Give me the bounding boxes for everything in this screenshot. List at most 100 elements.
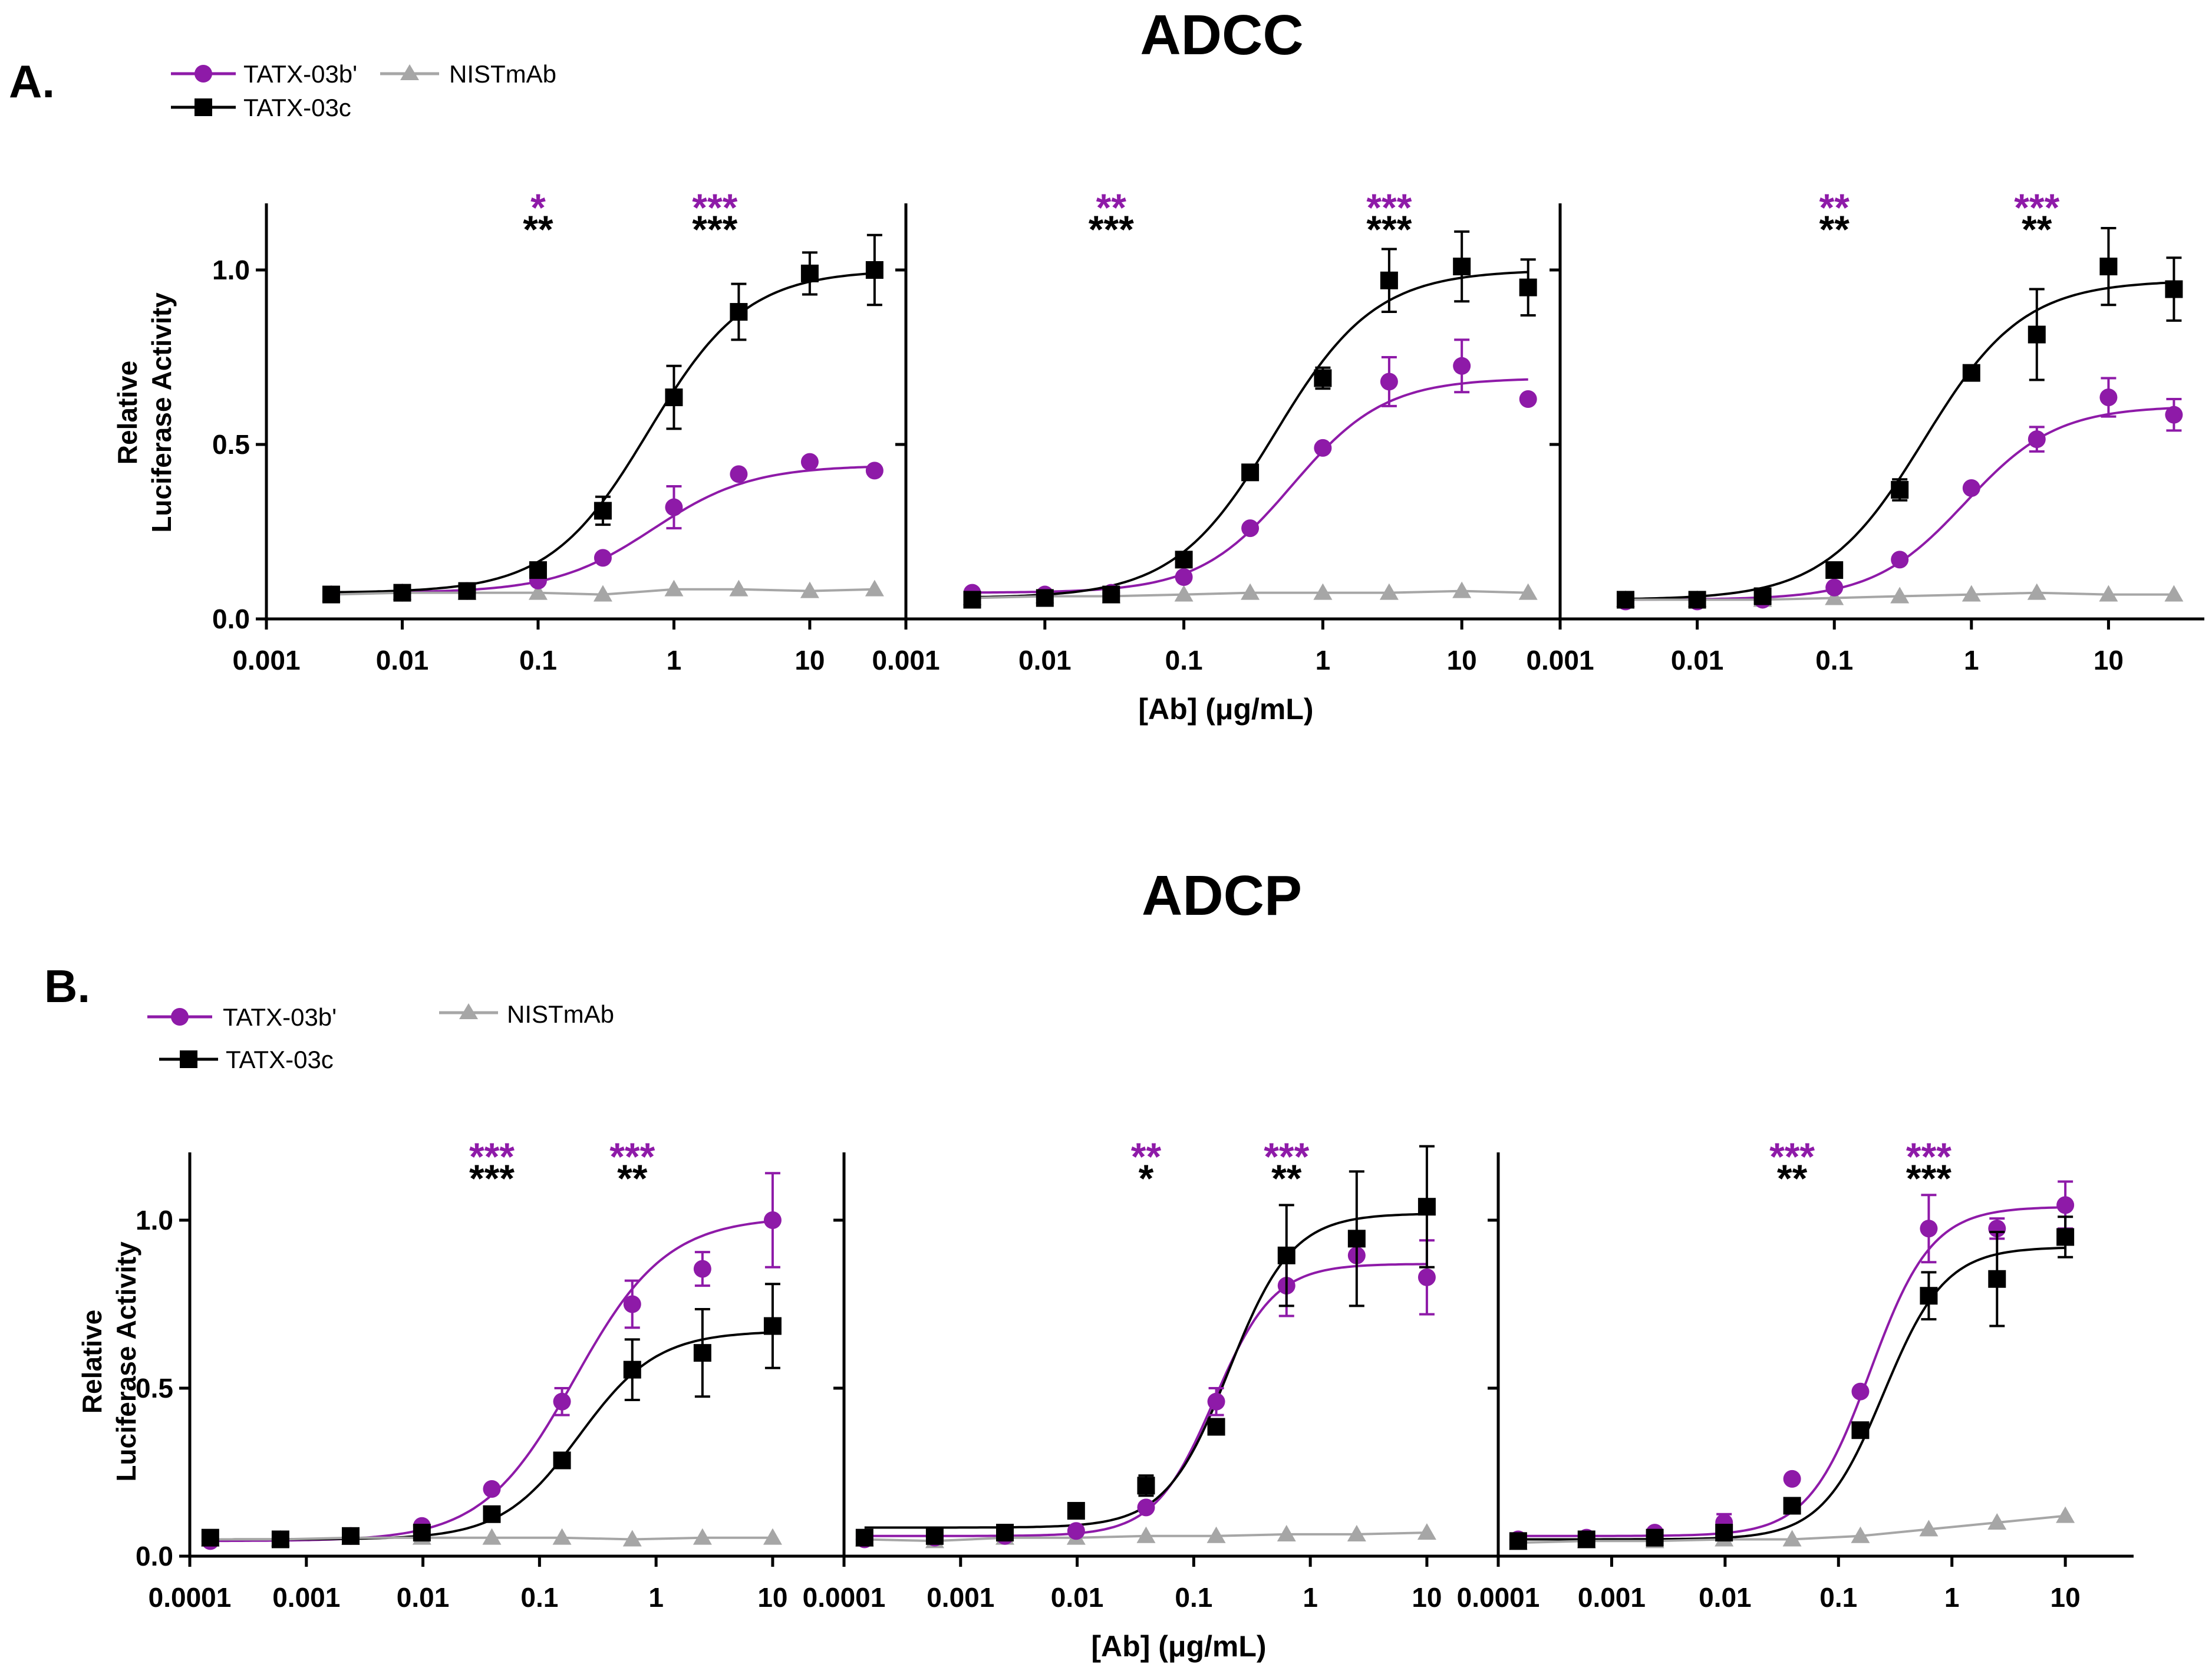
pb1-point-nistmab <box>552 1528 572 1545</box>
pb2-x-tick-label: 0.1 <box>1175 1582 1212 1613</box>
pb1-point-tatx-03b <box>553 1392 571 1411</box>
pb2-point-tatx-03c <box>1207 1418 1225 1436</box>
pb2-point-tatx-03c <box>1417 1198 1436 1216</box>
legend-a-label-s2: TATX-03c <box>243 94 351 121</box>
pb3-significance-purple: *** <box>1769 1135 1815 1178</box>
pa3-point-tatx-03b <box>2099 388 2118 407</box>
pa3-point-tatx-03b <box>1891 551 1909 569</box>
pa1-x-tick-label: 0.1 <box>519 645 557 676</box>
pb1-significance-purple: *** <box>609 1135 655 1178</box>
pa1-x-tick-label: 10 <box>795 645 825 676</box>
pb3-point-tatx-03b <box>2056 1196 2075 1214</box>
pa3-point-nistmab <box>2099 585 2118 602</box>
pb2-point-tatx-03b <box>1207 1392 1225 1411</box>
pa3-x-tick-label: 0.01 <box>1671 645 1724 676</box>
pa2-point-tatx-03b <box>1175 568 1193 586</box>
y-axis-label-b-line1: Relative <box>77 1310 107 1414</box>
pb2-point-nistmab <box>1417 1523 1436 1540</box>
pa2-x-tick-label: 1 <box>1316 645 1331 676</box>
pb3-x-tick-label: 1 <box>1944 1582 1960 1613</box>
pb1-x-tick-label: 10 <box>757 1582 787 1613</box>
pb3-point-tatx-03c <box>1783 1497 1801 1515</box>
pa3-significance-purple: *** <box>2014 186 2059 229</box>
pb3-point-tatx-03c <box>1646 1528 1664 1547</box>
x-axis-label-a: [Ab] (μg/mL) <box>1138 693 1313 726</box>
pa1-x-tick-label: 0.01 <box>376 645 429 676</box>
pb2-point-nistmab <box>1347 1524 1366 1541</box>
pa1-point-tatx-03c <box>594 502 612 520</box>
legend-a-marker-s1 <box>195 65 212 83</box>
pa1-point-tatx-03b <box>865 462 884 480</box>
pa3-x-tick-label: 10 <box>2094 645 2124 676</box>
pb3-x-tick-label: 0.0001 <box>1457 1582 1540 1613</box>
pa2-point-tatx-03c <box>1241 463 1260 482</box>
pa1-x-tick-label: 0.001 <box>232 645 300 676</box>
pb1-point-tatx-03c <box>553 1451 571 1470</box>
pb2-point-tatx-03c <box>1277 1246 1295 1264</box>
pb3-point-nistmab <box>1851 1526 1870 1543</box>
pb2-point-tatx-03c <box>1347 1230 1366 1248</box>
pa3-curve-circle <box>1626 407 2174 601</box>
subplot-b-3: 0.0001 0.001 0.01 0.1 1 10***** ****** <box>1457 1135 2134 1613</box>
pb3-point-tatx-03c <box>1920 1287 1938 1305</box>
pb1-point-tatx-03c <box>483 1505 501 1523</box>
pb3-point-tatx-03c <box>1577 1530 1595 1548</box>
subplot-a-1: 0.00.51.00.001 0.01 0.1 1 10*** ****** <box>212 186 905 676</box>
pa3-point-nistmab <box>1890 587 1910 604</box>
pb3-x-tick-label: 10 <box>2051 1582 2081 1613</box>
pb1-point-tatx-03b <box>483 1480 501 1498</box>
pb2-point-tatx-03c <box>855 1528 873 1547</box>
pb3-point-tatx-03b <box>1920 1220 1938 1238</box>
pb3-point-tatx-03c <box>1851 1421 1870 1439</box>
pa1-point-nistmab <box>865 579 884 597</box>
pb2-point-nistmab <box>1136 1526 1156 1543</box>
pb3-point-tatx-03c <box>1988 1270 2006 1288</box>
legend-b: TATX-03b' TATX-03c NISTmAb <box>147 1000 614 1073</box>
pb1-y-tick-label: 1.0 <box>136 1205 173 1235</box>
pa3-point-tatx-03b <box>2165 406 2183 424</box>
panel-a-label: A. <box>9 55 55 107</box>
panel-b-title: ADCP <box>1142 864 1302 927</box>
pa3-point-tatx-03b <box>1962 479 1980 497</box>
pa3-point-nistmab <box>2164 585 2184 602</box>
pa2-significance-purple: ** <box>1096 186 1127 229</box>
pa1-point-tatx-03c <box>730 303 748 321</box>
legend-a-label-s1: TATX-03b' <box>243 60 357 88</box>
pa1-point-tatx-03c <box>458 582 476 600</box>
pa1-y-tick-label: 0.0 <box>212 604 250 634</box>
pb1-significance-black: ** <box>617 1157 648 1200</box>
pa3-point-tatx-03c <box>1753 587 1772 605</box>
pb3-point-tatx-03b <box>1851 1382 1870 1401</box>
pa1-point-tatx-03b <box>665 498 683 516</box>
pb3-point-nistmab <box>1987 1513 2007 1530</box>
pa3-x-tick-label: 0.001 <box>1526 645 1594 676</box>
pa2-point-nistmab <box>1241 583 1260 600</box>
pa3-point-tatx-03c <box>1891 480 1909 499</box>
pb2-significance-black: * <box>1139 1157 1154 1200</box>
pa2-point-nistmab <box>1518 583 1538 600</box>
pb1-point-tatx-03c <box>413 1524 431 1542</box>
pa1-point-tatx-03c <box>665 388 683 407</box>
pa2-point-tatx-03c <box>1380 271 1398 289</box>
pa1-point-tatx-03c <box>865 261 884 279</box>
subplot-b-2: 0.0001 0.001 0.01 0.1 1 10*** ***** <box>803 1135 1497 1613</box>
pb3-significance-black: *** <box>1906 1157 1951 1200</box>
pa1-point-tatx-03c <box>800 264 819 282</box>
panel-a-title: ADCC <box>1140 4 1303 67</box>
pa2-curve-circle <box>972 378 1528 594</box>
pa2-point-tatx-03c <box>1102 585 1120 604</box>
pb2-point-tatx-03b <box>1067 1522 1085 1540</box>
pb3-point-nistmab <box>1782 1530 1802 1547</box>
pb3-point-nistmab <box>2056 1506 2075 1523</box>
pa2-x-tick-label: 0.001 <box>872 645 939 676</box>
legend-a-marker-s3 <box>400 64 419 80</box>
pa3-x-tick-label: 1 <box>1964 645 1979 676</box>
pa2-x-tick-label: 0.01 <box>1018 645 1072 676</box>
pb1-point-tatx-03c <box>623 1360 641 1379</box>
pa1-y-tick-label: 0.5 <box>212 429 250 460</box>
subplot-b-1: 0.00.51.00.0001 0.001 0.01 0.1 1 10****** ****… <box>136 1135 843 1613</box>
pb3-point-tatx-03c <box>1509 1532 1527 1550</box>
pa2-x-tick-label: 0.1 <box>1165 645 1203 676</box>
pb1-x-tick-label: 0.01 <box>397 1582 450 1613</box>
pb1-point-tatx-03c <box>341 1527 360 1545</box>
